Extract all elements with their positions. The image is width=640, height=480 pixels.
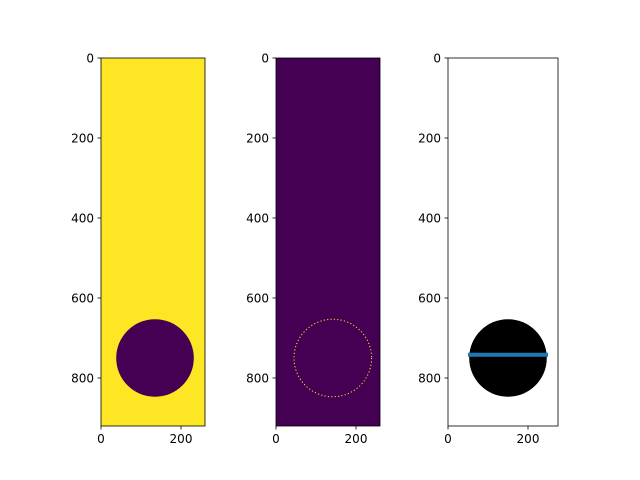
panel-binary-mask: 0 200 0 200 400 600 800 — [71, 52, 206, 446]
circle-region — [469, 319, 547, 397]
y-tick-label: 800 — [418, 372, 441, 386]
y-tick-label: 200 — [246, 132, 269, 146]
image-background — [276, 58, 380, 426]
y-tick-label: 800 — [71, 372, 94, 386]
y-tick-label: 600 — [418, 292, 441, 306]
x-tick-label: 0 — [444, 432, 452, 446]
y-tick-label: 400 — [71, 212, 94, 226]
image-content — [116, 319, 194, 397]
circle-region — [116, 319, 194, 397]
circle-edge — [293, 318, 373, 398]
y-tick-label: 200 — [418, 132, 441, 146]
x-tick-label: 0 — [97, 432, 105, 446]
y-tick-label: 0 — [86, 52, 94, 66]
y-tick-label: 0 — [261, 52, 269, 66]
y-tick-label: 400 — [418, 212, 441, 226]
image-content — [293, 318, 373, 398]
x-tick-label: 200 — [517, 432, 540, 446]
x-tick-label: 0 — [272, 432, 280, 446]
y-tick-label: 800 — [246, 372, 269, 386]
y-tick-label: 200 — [71, 132, 94, 146]
y-tick-label: 600 — [246, 292, 269, 306]
y-tick-label: 0 — [433, 52, 441, 66]
axes-frame — [275, 57, 381, 427]
y-tick-label: 400 — [246, 212, 269, 226]
panel-filled-circle-with-line: 0 200 0 200 400 600 800 — [418, 52, 559, 446]
axes-frame — [447, 57, 559, 427]
axes-frame — [100, 57, 206, 427]
panel-circle-edge: 0 200 0 200 400 600 800 — [246, 52, 381, 446]
x-tick-label: 200 — [170, 432, 193, 446]
image-content — [469, 319, 547, 397]
y-tick-label: 600 — [71, 292, 94, 306]
x-tick-label: 200 — [345, 432, 368, 446]
